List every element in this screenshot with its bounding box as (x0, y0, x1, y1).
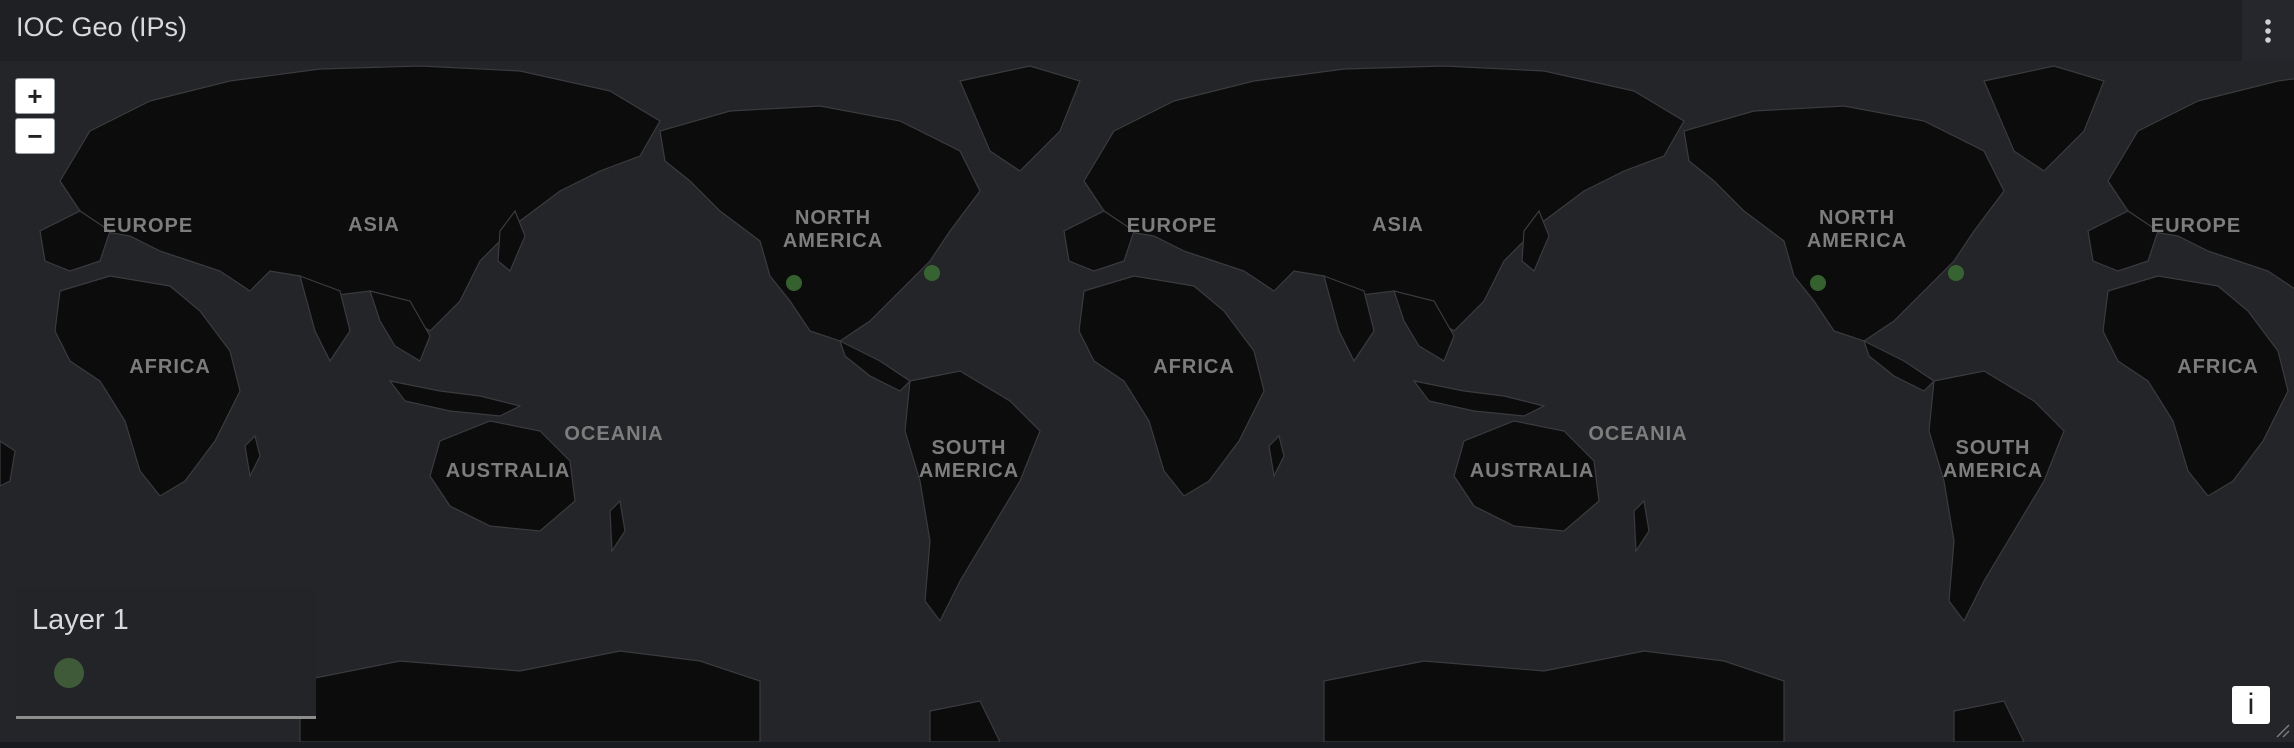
region-label-america: AMERICA (783, 230, 883, 252)
panel-title: IOC Geo (IPs) (16, 12, 188, 42)
world-copy-2: EUROPE ASIA AFRICA NORTH AMERICA OCEANIA… (1063, 65, 2105, 742)
region-label-oceania: OCEANIA (1588, 423, 1687, 445)
panel-header: IOC Geo (IPs) (0, 0, 2294, 61)
kebab-menu-icon (2265, 18, 2271, 43)
legend-swatch (54, 658, 84, 688)
region-label-north: NORTH (1819, 207, 1895, 229)
ioc-point-east-us[interactable] (924, 265, 940, 281)
region-label-north: NORTH (795, 207, 871, 229)
region-label-south-america: AMERICA (1943, 460, 2043, 482)
region-label-south-america: AMERICA (919, 460, 1019, 482)
region-label-africa: AFRICA (1153, 356, 1235, 378)
region-label-asia: ASIA (348, 214, 400, 236)
region-label-africa: AFRICA (129, 356, 211, 378)
zoom-out-button[interactable]: − (15, 118, 55, 154)
legend-title: Layer 1 (32, 604, 129, 636)
region-label-europe: EUROPE (1127, 215, 1217, 237)
zoom-in-button[interactable]: + (15, 78, 55, 114)
region-label-africa: AFRICA (2177, 356, 2259, 378)
map-info-button[interactable]: i (2232, 686, 2270, 724)
ioc-point-west-us[interactable] (1810, 275, 1826, 291)
world-copy-1: EUROPE ASIA AFRICA NORTH AMERICA OCEANIA… (0, 65, 1081, 742)
world-map-canvas[interactable]: EUROPE ASIA AFRICA NORTH AMERICA OCEANIA… (0, 61, 2294, 742)
panel-menu-button[interactable] (2242, 0, 2294, 61)
region-label-australia: AUSTRALIA (446, 460, 571, 482)
region-label-south: SOUTH (932, 437, 1007, 459)
region-label-south: SOUTH (1956, 437, 2031, 459)
world-copy-3: EUROPE AFRICA (2087, 78, 2294, 497)
region-label-australia: AUSTRALIA (1470, 460, 1595, 482)
ioc-point-west-us[interactable] (786, 275, 802, 291)
map-legend: Layer 1 (16, 588, 316, 719)
region-label-europe: EUROPE (103, 215, 193, 237)
region-label-europe: EUROPE (2151, 215, 2241, 237)
region-label-oceania: OCEANIA (564, 423, 663, 445)
world-map[interactable]: EUROPE ASIA AFRICA NORTH AMERICA OCEANIA… (0, 61, 2294, 742)
region-label-america: AMERICA (1807, 230, 1907, 252)
resize-handle-icon[interactable] (2274, 722, 2290, 738)
region-label-asia: ASIA (1372, 214, 1424, 236)
ioc-point-east-us[interactable] (1948, 265, 1964, 281)
